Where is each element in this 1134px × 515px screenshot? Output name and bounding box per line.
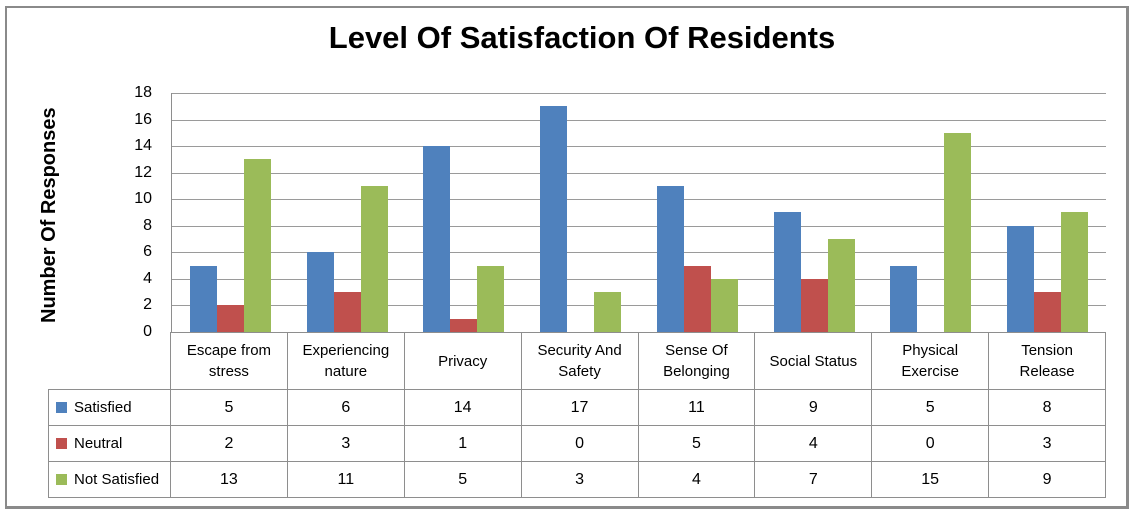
y-tick-label: 0 — [143, 323, 152, 340]
gridline — [172, 146, 1106, 147]
bar-neutral — [216, 305, 244, 332]
bar-group — [172, 93, 289, 332]
value-cell: 9 — [755, 390, 873, 426]
bar-group — [289, 93, 406, 332]
gridline — [172, 305, 1106, 306]
category-header-cell: Physical Exercise — [872, 332, 990, 390]
y-tick-label: 2 — [143, 296, 152, 314]
bar-not-satisfied — [594, 292, 622, 332]
bar-group — [639, 93, 756, 332]
value-cell: 3 — [287, 426, 405, 462]
bar-not-satisfied — [477, 266, 505, 332]
value-cell: 9 — [989, 462, 1106, 498]
value-cell: 4 — [755, 426, 873, 462]
gridline — [172, 252, 1106, 253]
chart-title: Level Of Satisfaction Of Residents — [328, 20, 836, 55]
gridline — [172, 173, 1106, 174]
bar-group — [873, 93, 990, 332]
value-cell: 13 — [171, 462, 288, 498]
bar-not-satisfied — [1061, 212, 1089, 332]
value-cell: 5 — [638, 426, 756, 462]
bar-satisfied — [890, 266, 918, 332]
value-cell: 15 — [872, 462, 990, 498]
bar-neutral — [800, 279, 828, 332]
legend-cell-neutral: Neutral — [48, 426, 171, 462]
value-cell: 8 — [989, 390, 1106, 426]
bar-group — [406, 93, 523, 332]
value-cell: 5 — [872, 390, 990, 426]
bar-neutral — [333, 292, 361, 332]
value-cell: 11 — [287, 462, 405, 498]
category-header-cell: Security And Safety — [521, 332, 639, 390]
value-cell: 3 — [521, 462, 639, 498]
y-tick-label: 12 — [134, 163, 152, 181]
y-axis-ticks: 18 16 14 12 10 8 6 4 2 0 — [60, 84, 152, 340]
category-header-cell: Experiencing nature — [287, 332, 405, 390]
bar-group — [989, 93, 1106, 332]
bar-not-satisfied — [710, 279, 738, 332]
bar-satisfied — [656, 186, 684, 332]
value-cell: 11 — [638, 390, 756, 426]
bar-satisfied — [306, 252, 334, 332]
bar-not-satisfied — [360, 186, 388, 332]
legend-label: Satisfied — [74, 399, 132, 416]
value-cell: 0 — [521, 426, 639, 462]
bar-group — [522, 93, 639, 332]
value-cell: 5 — [404, 462, 522, 498]
legend-cell-satisfied: Satisfied — [48, 390, 171, 426]
legend-label: Not Satisfied — [74, 471, 160, 488]
bar-satisfied — [1007, 226, 1035, 332]
y-tick-label: 16 — [134, 110, 152, 128]
y-tick-label: 18 — [134, 84, 152, 101]
value-cell: 4 — [638, 462, 756, 498]
legend-key-not-satisfied-icon — [56, 474, 67, 485]
value-cell: 1 — [404, 426, 522, 462]
value-cell: 17 — [521, 390, 639, 426]
y-tick-label: 4 — [143, 269, 152, 287]
bar-group — [756, 93, 873, 332]
bar-satisfied — [423, 146, 451, 332]
y-tick-label: 6 — [143, 243, 152, 261]
bar-satisfied — [189, 266, 217, 332]
value-cell: 14 — [404, 390, 522, 426]
bar-not-satisfied — [827, 239, 855, 332]
data-table: Escape from stress Experiencing nature Pri… — [48, 332, 1106, 498]
bar-satisfied — [540, 106, 568, 332]
bar-not-satisfied — [243, 159, 271, 332]
legend-label: Neutral — [74, 435, 123, 452]
bar-neutral — [1034, 292, 1062, 332]
value-cell: 6 — [287, 390, 405, 426]
category-header-cell: Social Status — [755, 332, 873, 390]
gridline — [172, 226, 1106, 227]
value-cell: 3 — [989, 426, 1106, 462]
table-corner-cell — [48, 332, 171, 390]
gridline — [172, 120, 1106, 121]
gridline — [172, 279, 1106, 280]
category-header-cell: Tension Release — [989, 332, 1106, 390]
value-cell: 7 — [755, 462, 873, 498]
value-cell: 0 — [872, 426, 990, 462]
bar-groups — [172, 93, 1106, 332]
category-header-cell: Privacy — [404, 332, 522, 390]
bar-satisfied — [773, 212, 801, 332]
value-cell: 5 — [171, 390, 288, 426]
gridline — [172, 93, 1106, 94]
bar-neutral — [683, 266, 711, 332]
gridline — [172, 199, 1106, 200]
legend-key-satisfied-icon — [56, 402, 67, 413]
value-cell: 2 — [171, 426, 288, 462]
y-tick-label: 8 — [143, 216, 152, 234]
y-tick-label: 10 — [134, 190, 152, 208]
category-header-cell: Escape from stress — [171, 332, 288, 390]
plot-area — [171, 93, 1106, 332]
bar-not-satisfied — [944, 133, 972, 332]
y-tick-label: 14 — [134, 137, 152, 155]
legend-key-neutral-icon — [56, 438, 67, 449]
legend-cell-not-satisfied: Not Satisfied — [48, 462, 171, 498]
bar-neutral — [450, 319, 478, 332]
category-header-cell: Sense Of Belonging — [638, 332, 756, 390]
